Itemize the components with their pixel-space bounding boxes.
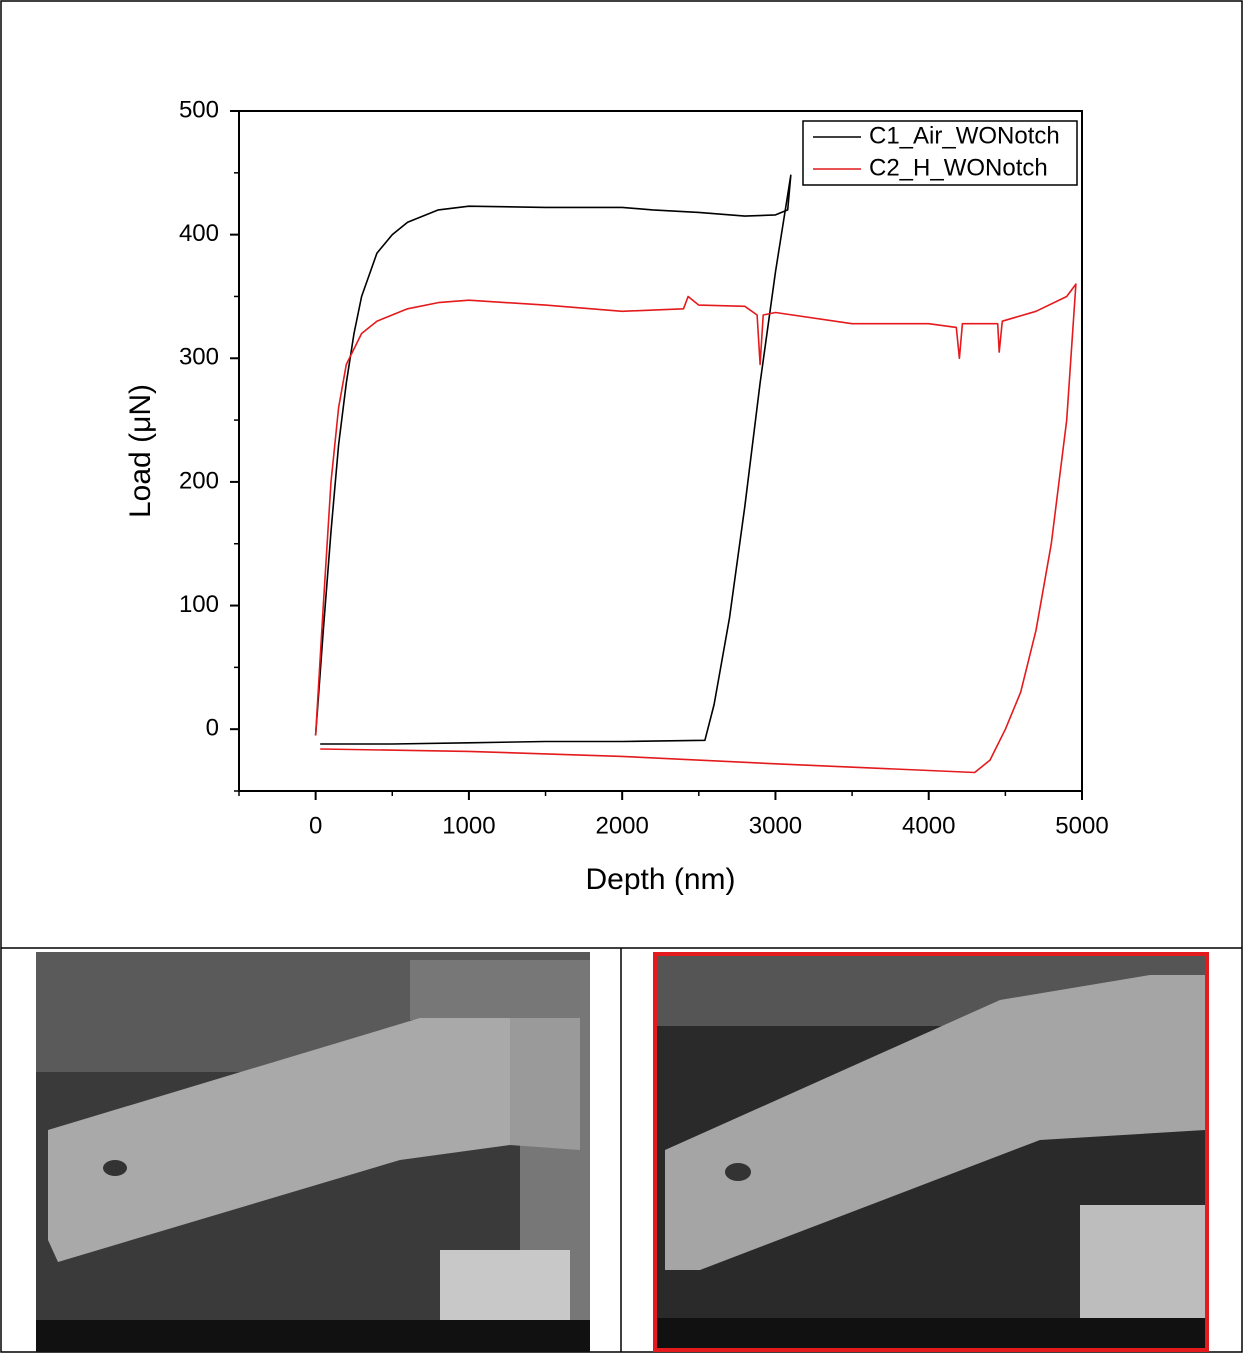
x-tick-label: 3000 — [749, 812, 802, 839]
sem-image-right — [653, 952, 1209, 1352]
y-tick-label: 500 — [179, 96, 219, 123]
y-tick-label: 100 — [179, 591, 219, 618]
legend-box — [802, 120, 1078, 186]
sem-image-left — [36, 952, 590, 1352]
y-axis-title: Load (μN) — [124, 384, 157, 518]
y-tick-label: 300 — [179, 344, 219, 371]
x-tick-label: 0 — [309, 812, 322, 839]
y-tick-label: 400 — [179, 220, 219, 247]
x-tick-label: 1000 — [442, 812, 495, 839]
y-tick-label: 0 — [206, 715, 219, 742]
data-line — [314, 174, 792, 745]
x-tick-label: 4000 — [902, 812, 955, 839]
x-tick-label: 5000 — [1055, 812, 1108, 839]
data-line — [314, 283, 1077, 774]
legend-label: C2_H_WONotch — [869, 154, 1048, 181]
x-tick-label: 2000 — [595, 812, 648, 839]
x-axis-title: Depth (nm) — [585, 863, 735, 896]
y-tick-label: 200 — [179, 467, 219, 494]
plot-frame — [238, 110, 1083, 792]
legend-label: C1_Air_WONotch — [869, 122, 1060, 149]
